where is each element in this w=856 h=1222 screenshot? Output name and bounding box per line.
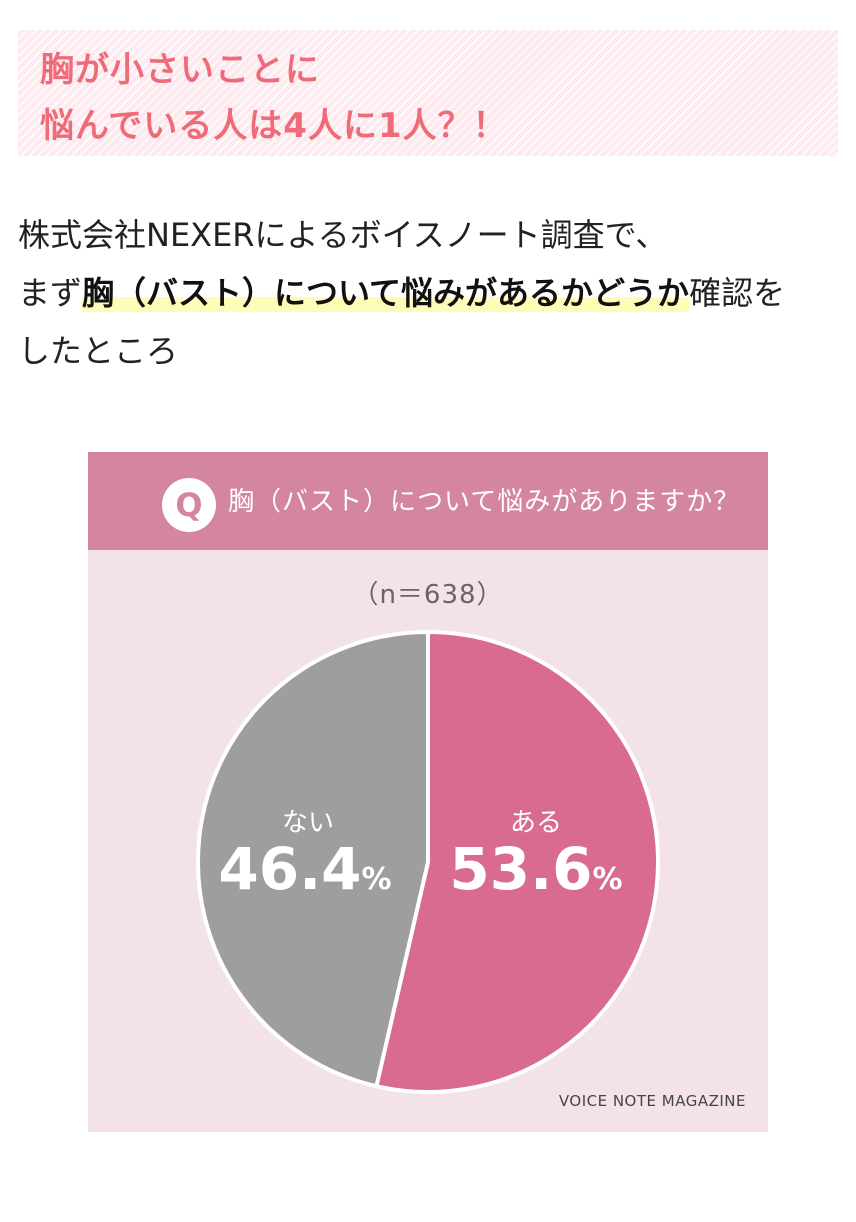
slice-label-aru: ある: [509, 808, 562, 838]
heading-box: 胸が小さいことに 悩んでいる人は4人に1人？！: [18, 30, 838, 156]
pie-slice-nai: [196, 630, 430, 1089]
paragraph-line-2-post: 確認を: [689, 274, 786, 312]
intro-paragraph: 株式会社NEXERによるボイスノート調査で、 まず胸（バスト）について悩みがある…: [18, 206, 848, 380]
source-credit: VOICE NOTE MAGAZINE: [558, 1092, 746, 1110]
pie-chart-card: Q 胸（バスト）について悩みがありますか？ （n＝638） ある 53.6% な…: [88, 452, 768, 1132]
chart-title: 胸（バスト）について悩みがありますか？: [228, 487, 741, 517]
slice-value-nai-number: 46.4: [218, 835, 362, 903]
pie-chart: [196, 630, 660, 1094]
slice-value-aru: 53.6%: [406, 837, 666, 912]
slice-value-aru-unit: %: [592, 862, 623, 897]
slice-value-nai: 46.4%: [175, 837, 435, 912]
slice-label-nai: ない: [281, 808, 334, 838]
paragraph-line-3: したところ: [18, 332, 179, 370]
paragraph-line-2-pre: まず: [18, 274, 83, 312]
pie-slice-aru: [374, 630, 660, 1094]
slice-value-aru-number: 53.6: [449, 835, 593, 903]
paragraph-highlight: 胸（バスト）について悩みがあるかどうか: [82, 274, 690, 312]
heading-line-2: 悩んでいる人は4人に1人？！: [40, 106, 508, 146]
heading-line-1: 胸が小さいことに: [40, 50, 320, 90]
paragraph-line-1: 株式会社NEXERによるボイスノート調査で、: [18, 216, 668, 254]
sample-size: （n＝638）: [352, 580, 504, 610]
chart-header: Q 胸（バスト）について悩みがありますか？: [88, 452, 768, 550]
question-badge-icon: Q: [162, 478, 216, 532]
paragraph-line-2: まず胸（バスト）について悩みがあるかどうか確認を: [18, 264, 848, 322]
slice-value-nai-unit: %: [361, 862, 392, 897]
